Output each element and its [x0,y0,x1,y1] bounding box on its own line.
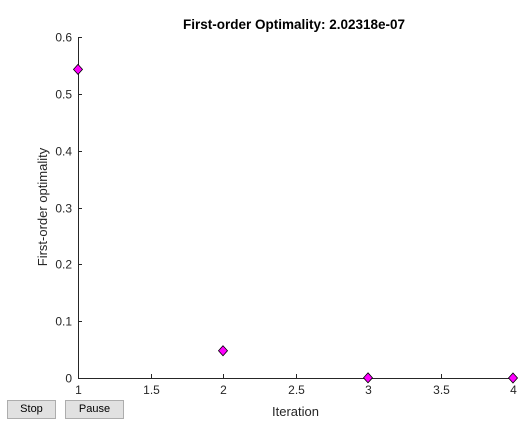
x-tick-label: 1.5 [143,383,160,397]
x-axis-ticks: 1 1.5 2 2.5 3 3.5 4 [75,374,517,397]
x-tick-label: 1 [75,383,82,397]
data-markers [72,63,519,384]
y-tick-label: 0.2 [55,258,72,272]
data-point-marker [362,372,374,384]
pause-button[interactable]: Pause [65,400,124,419]
y-tick-label: 0.6 [55,31,72,45]
x-tick-label: 3.5 [433,383,450,397]
x-tick-label: 3 [365,383,372,397]
x-tick-label: 2.5 [288,383,305,397]
y-tick-label: 0.3 [55,202,72,216]
y-axis-ticks: 0 0.1 0.2 0.3 0.4 0.5 0.6 [55,31,82,386]
data-point-marker [217,345,229,357]
x-tick-label: 4 [510,383,517,397]
plot-title: First-order Optimality: 2.02318e-07 [183,17,405,32]
y-tick-label: 0.1 [55,315,72,329]
data-point-marker [72,63,84,75]
data-point-marker [507,372,519,384]
y-tick-label: 0.5 [55,88,72,102]
y-axis-label: First-order optimality [35,147,50,266]
x-axis-label: Iteration [272,404,319,419]
y-tick-label: 0.4 [55,145,72,159]
x-tick-label: 2 [220,383,227,397]
stop-button[interactable]: Stop [7,400,56,419]
y-tick-label: 0 [65,372,72,386]
